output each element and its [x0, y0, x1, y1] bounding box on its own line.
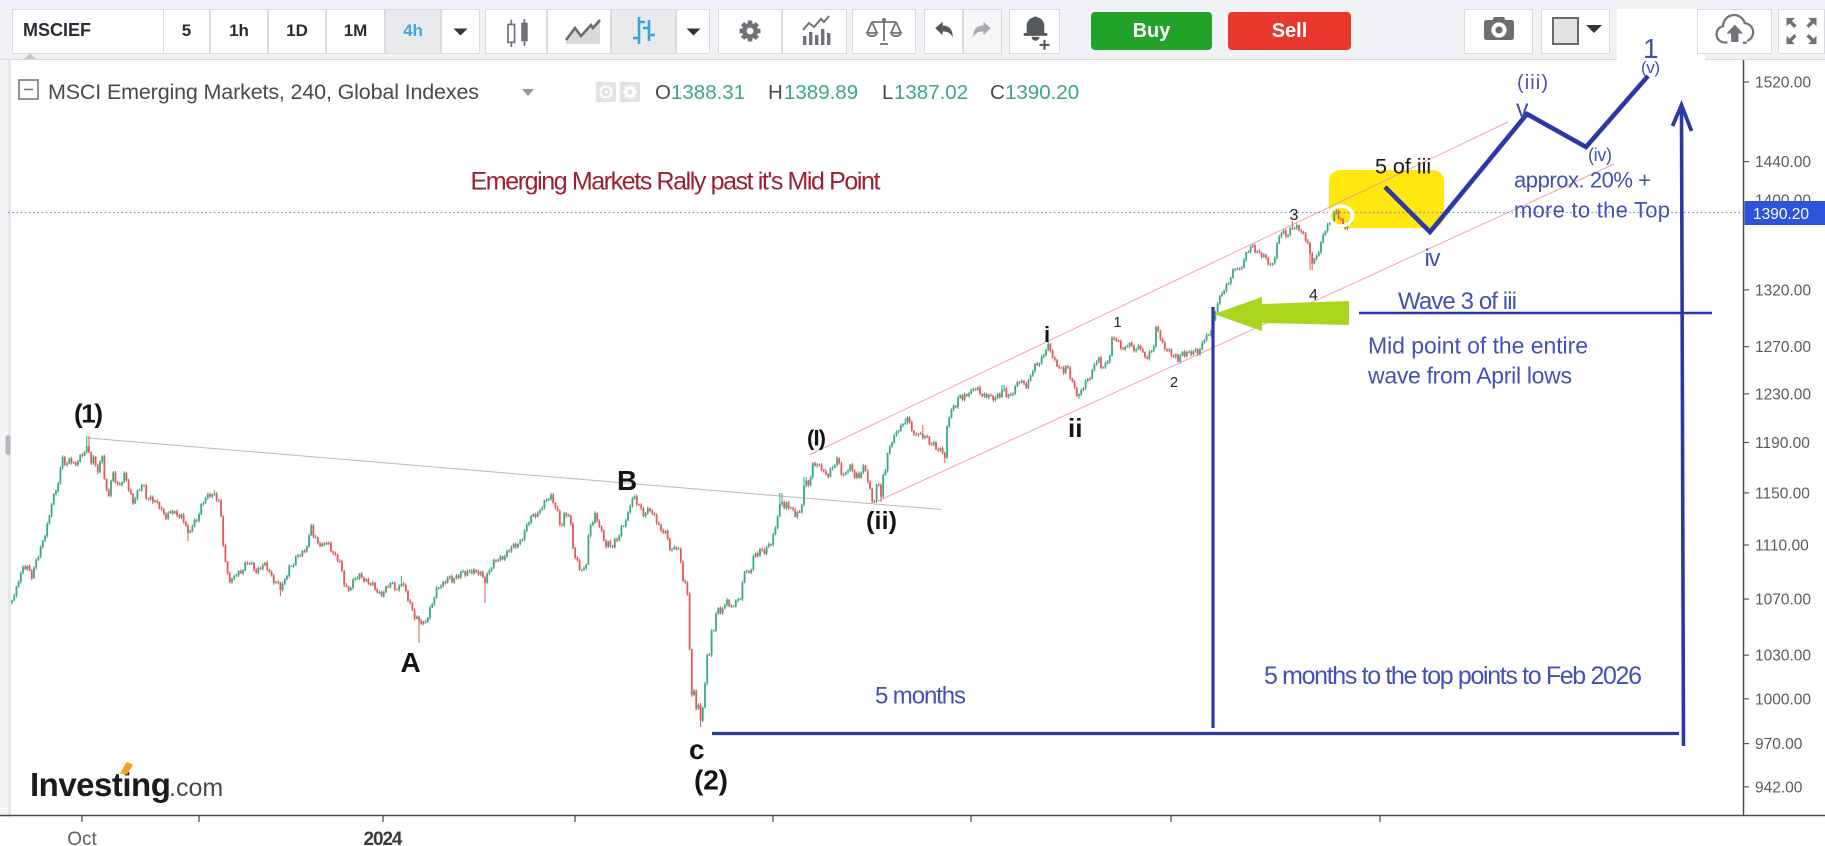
- svg-text:wave from April lows: wave from April lows: [1367, 363, 1572, 389]
- svg-text:.com: .com: [169, 774, 223, 802]
- svg-text:(iii): (iii): [1517, 72, 1548, 94]
- svg-text:1230.00: 1230.00: [1755, 386, 1811, 403]
- svg-text:4: 4: [1309, 287, 1318, 304]
- svg-text:3: 3: [1290, 207, 1299, 224]
- svg-text:2: 2: [1170, 375, 1178, 391]
- svg-text:1150.00: 1150.00: [1755, 485, 1810, 502]
- svg-text:B: B: [617, 465, 637, 496]
- svg-text:O: O: [655, 81, 671, 104]
- svg-text:1270.00: 1270.00: [1755, 339, 1811, 356]
- svg-text:(ii): (ii): [866, 507, 897, 535]
- svg-text:1320.00: 1320.00: [1755, 282, 1811, 299]
- svg-text:1190.00: 1190.00: [1755, 435, 1810, 452]
- svg-text:2024: 2024: [364, 829, 403, 846]
- svg-text:(I): (I): [807, 426, 826, 451]
- svg-text:more to the Top: more to the Top: [1514, 198, 1670, 223]
- svg-text:(v): (v): [1641, 58, 1660, 77]
- svg-text:1030.00: 1030.00: [1755, 648, 1811, 665]
- svg-text:1: 1: [1643, 33, 1659, 64]
- svg-text:5 months to the top points to: 5 months to the top points to Feb 2026: [1264, 662, 1642, 690]
- svg-text:A: A: [401, 647, 421, 678]
- svg-text:1390.20: 1390.20: [1005, 81, 1079, 104]
- svg-text:Wave 3 of iii: Wave 3 of iii: [1398, 288, 1517, 315]
- svg-text:C: C: [990, 81, 1005, 104]
- svg-text:5 months: 5 months: [875, 683, 966, 710]
- svg-text:Oct: Oct: [67, 829, 97, 846]
- svg-text:Investing: Investing: [30, 766, 170, 803]
- svg-text:1: 1: [1114, 315, 1122, 331]
- svg-text:L: L: [882, 81, 893, 104]
- svg-text:(iv): (iv): [1588, 145, 1612, 165]
- svg-text:1000.00: 1000.00: [1755, 691, 1811, 708]
- svg-text:Emerging Markets Rally past it: Emerging Markets Rally past it's Mid Poi…: [471, 168, 881, 196]
- svg-text:1388.31: 1388.31: [671, 81, 745, 104]
- svg-text:970.00: 970.00: [1755, 736, 1803, 753]
- svg-text:i: i: [1044, 322, 1050, 347]
- svg-text:1389.89: 1389.89: [784, 81, 858, 104]
- svg-text:ii: ii: [1068, 413, 1082, 443]
- svg-text:1520.00: 1520.00: [1755, 75, 1811, 92]
- svg-text:1070.00: 1070.00: [1755, 592, 1811, 609]
- svg-text:1440.00: 1440.00: [1755, 154, 1811, 171]
- svg-text:iv: iv: [1425, 245, 1441, 272]
- svg-text:c: c: [689, 734, 705, 765]
- svg-text:5 of iii: 5 of iii: [1375, 155, 1431, 179]
- svg-text:H: H: [768, 81, 783, 104]
- svg-text:1390.20: 1390.20: [1753, 206, 1809, 223]
- svg-text:1110.00: 1110.00: [1755, 538, 1809, 555]
- svg-text:approx. 20% +: approx. 20% +: [1514, 168, 1651, 193]
- svg-text:942.00: 942.00: [1755, 779, 1803, 796]
- svg-text:v: v: [1516, 95, 1529, 123]
- svg-text:MSCI Emerging Markets, 240, Gl: MSCI Emerging Markets, 240, Global Index…: [48, 80, 479, 104]
- svg-text:Mid point of the entire: Mid point of the entire: [1368, 333, 1588, 359]
- svg-text:(1): (1): [74, 399, 103, 429]
- svg-text:1387.02: 1387.02: [894, 81, 968, 104]
- svg-text:(2): (2): [694, 765, 728, 796]
